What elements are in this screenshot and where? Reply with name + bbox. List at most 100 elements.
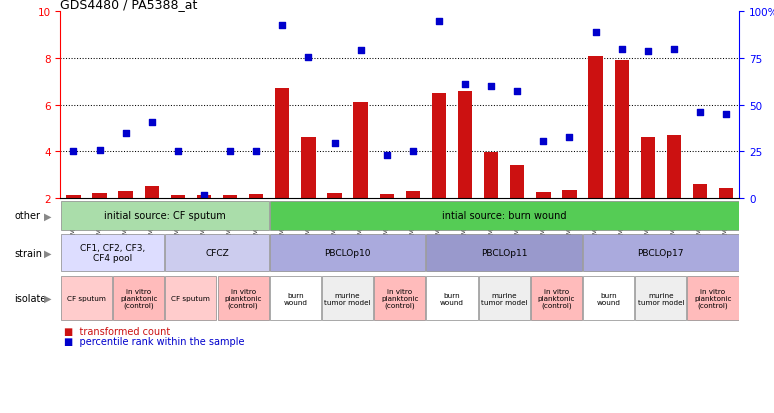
Point [146,119,158,126]
Bar [641,138,655,198]
Point [485,83,498,90]
Bar [118,191,133,198]
Bar [166,277,217,320]
Bar [171,196,185,198]
Text: burn
wound: burn wound [283,292,307,305]
Point [615,46,628,53]
Text: initial source: CF sputum: initial source: CF sputum [104,211,226,221]
Text: ■  transformed count: ■ transformed count [64,326,170,336]
Point [511,88,523,95]
Bar [113,277,164,320]
Text: strain: strain [15,248,43,258]
Text: intial source: burn wound: intial source: burn wound [442,211,567,221]
Point [406,149,419,155]
Text: in vitro
planktonic
(control): in vitro planktonic (control) [120,288,157,309]
Point [67,149,80,155]
Bar [354,103,368,198]
Bar [693,184,707,198]
Bar [217,277,269,320]
Bar [583,277,634,320]
Bar [301,138,316,198]
Bar [478,277,529,320]
Bar [61,277,112,320]
Bar [270,235,426,271]
Bar [432,94,446,198]
Text: GDS4480 / PA5388_at: GDS4480 / PA5388_at [60,0,197,11]
Bar [145,187,159,198]
Point [276,23,289,30]
Text: PBCLOp17: PBCLOp17 [638,249,684,257]
Bar [583,235,738,271]
Text: in vitro
planktonic
(control): in vitro planktonic (control) [694,288,731,309]
Bar [666,135,681,198]
Text: CF1, CF2, CF3,
CF4 pool: CF1, CF2, CF3, CF4 pool [80,243,146,263]
Text: PBCLOp10: PBCLOp10 [324,249,371,257]
Bar [270,202,738,230]
Bar [249,195,263,198]
Text: ▶: ▶ [44,248,51,258]
Point [224,149,236,155]
Point [668,46,680,53]
Point [354,47,367,54]
Point [433,18,445,25]
Bar [562,190,577,198]
Point [720,111,732,118]
Text: other: other [15,211,40,221]
Text: PBCLOp11: PBCLOp11 [481,249,527,257]
Point [198,192,211,199]
Text: CFCZ: CFCZ [205,249,229,257]
Bar [687,277,738,320]
Bar [223,196,238,198]
Text: in vitro
planktonic
(control): in vitro planktonic (control) [381,288,419,309]
Bar [61,235,164,271]
Text: murine
tumor model: murine tumor model [324,292,371,305]
Bar [67,196,80,198]
Text: CF sputum: CF sputum [67,295,106,301]
Bar [458,91,472,198]
Text: ■  percentile rank within the sample: ■ percentile rank within the sample [64,336,245,346]
Point [172,149,184,155]
Text: murine
tumor model: murine tumor model [481,292,528,305]
Point [381,152,393,159]
Text: murine
tumor model: murine tumor model [638,292,684,305]
Bar [379,195,394,198]
Text: in vitro
planktonic
(control): in vitro planktonic (control) [224,288,262,309]
Bar [270,277,321,320]
Bar [406,191,420,198]
Text: ▶: ▶ [44,211,51,221]
Bar [92,194,107,198]
Point [563,135,576,141]
Bar [531,277,582,320]
Point [250,149,262,155]
Bar [61,202,269,230]
Bar [426,235,582,271]
Bar [484,153,498,198]
Text: burn
wound: burn wound [440,292,464,305]
Text: in vitro
planktonic
(control): in vitro planktonic (control) [538,288,575,309]
Text: CF sputum: CF sputum [172,295,211,301]
Bar [719,189,733,198]
Bar [510,166,525,198]
Bar [426,277,478,320]
Point [589,30,601,37]
Point [94,147,106,154]
Bar [322,277,373,320]
Point [119,130,132,136]
Point [459,81,471,88]
Bar [635,277,687,320]
Point [328,140,341,147]
Text: ▶: ▶ [44,293,51,304]
Point [537,138,550,145]
Bar [166,235,269,271]
Bar [615,61,628,198]
Point [642,49,654,55]
Point [302,55,314,61]
Text: burn
wound: burn wound [597,292,621,305]
Bar [536,192,550,198]
Text: isolate: isolate [15,293,47,304]
Bar [374,277,426,320]
Point [694,109,706,116]
Bar [197,196,211,198]
Bar [327,194,341,198]
Bar [588,57,603,198]
